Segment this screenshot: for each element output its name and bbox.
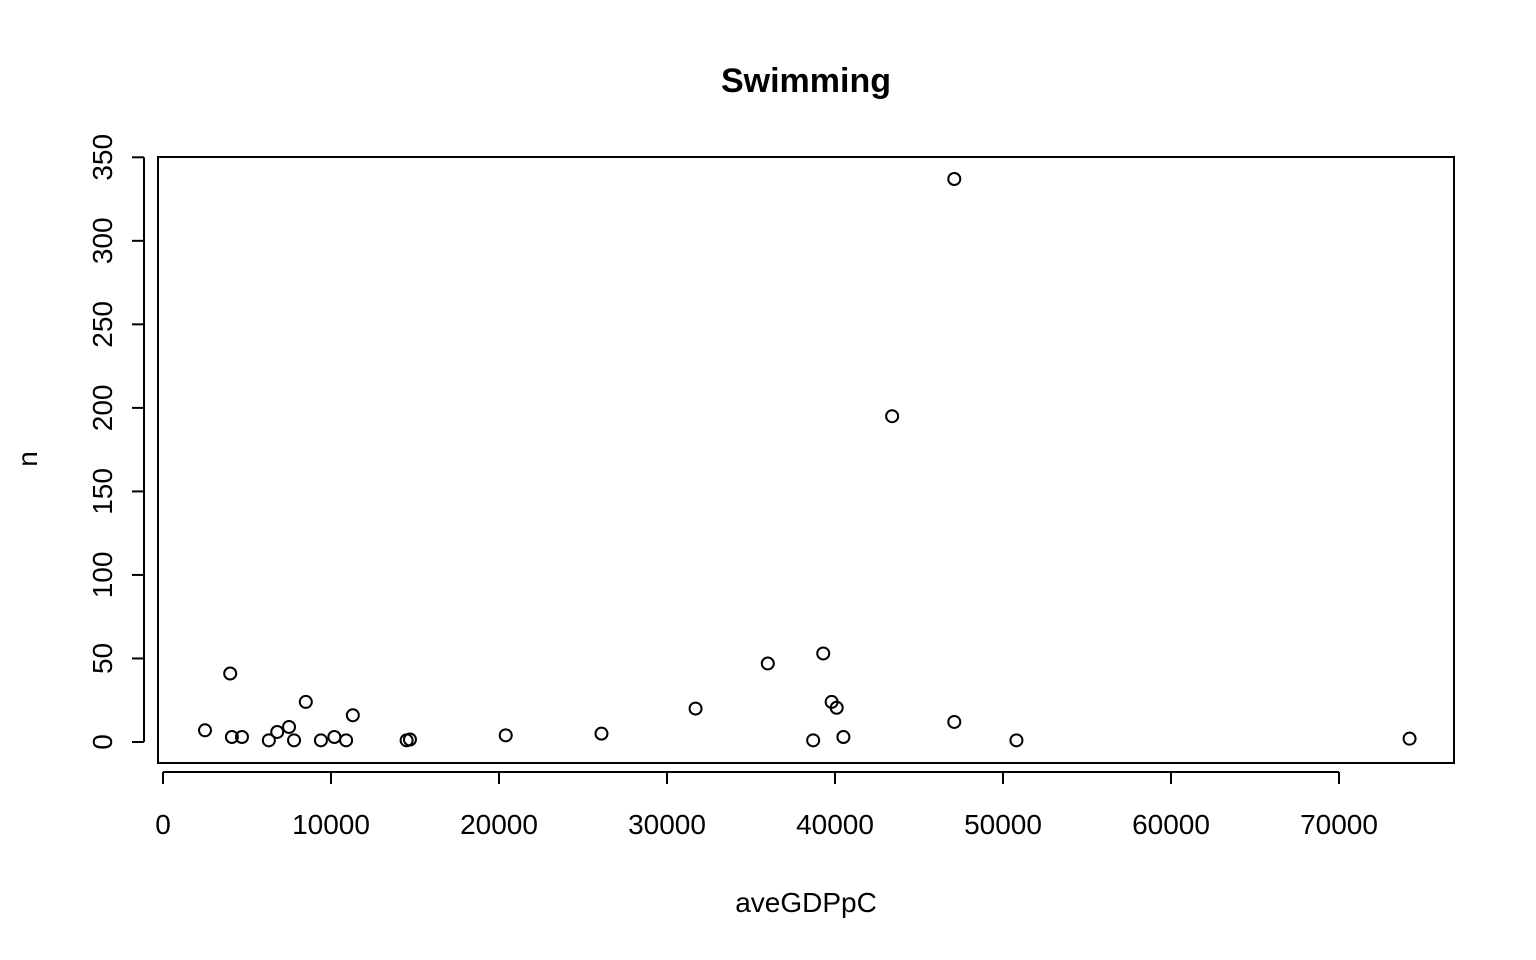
data-point (345, 708, 360, 723)
data-point (402, 732, 417, 747)
data-point (224, 729, 239, 744)
data-point (1402, 731, 1417, 746)
x-tick-label: 70000 (1300, 809, 1378, 840)
x-tick-label: 40000 (796, 809, 874, 840)
data-point (498, 728, 513, 743)
x-tick-label: 20000 (460, 809, 538, 840)
data-point (885, 409, 900, 424)
x-tick-label: 10000 (292, 809, 370, 840)
data-point (339, 733, 354, 748)
chart-title: Swimming (721, 62, 891, 100)
y-tick-label: 0 (87, 734, 118, 750)
x-tick-label: 30000 (628, 809, 706, 840)
y-tick-label: 150 (87, 468, 118, 515)
data-points (198, 172, 1417, 748)
y-tick-label: 50 (87, 643, 118, 674)
data-point (947, 714, 962, 729)
y-tick-label: 250 (87, 301, 118, 348)
y-axis: 0 50 100 150 200 250 300 350 (87, 134, 145, 750)
data-point (261, 733, 276, 748)
x-tick-label: 50000 (964, 809, 1042, 840)
data-point (760, 656, 775, 671)
y-tick-label: 200 (87, 385, 118, 432)
data-point (198, 723, 212, 738)
y-axis-title: n (12, 451, 43, 467)
y-tick-label: 100 (87, 552, 118, 599)
data-point (223, 666, 238, 681)
data-point (270, 724, 285, 739)
plot-area-frame (157, 156, 1455, 764)
data-point (594, 726, 609, 741)
x-axis-title: aveGDPpC (735, 887, 877, 918)
data-point (688, 701, 703, 716)
x-tick-label: 0 (155, 809, 171, 840)
y-tick-label: 350 (87, 134, 118, 181)
x-axis: 0 10000 20000 30000 40000 50000 60000 70000 (155, 771, 1378, 840)
data-point (1009, 733, 1024, 748)
y-tick-label: 300 (87, 217, 118, 264)
data-point (829, 700, 844, 715)
data-point (806, 733, 821, 748)
data-point (298, 694, 313, 709)
data-point (836, 729, 851, 744)
data-point (313, 733, 328, 748)
data-point (327, 729, 342, 744)
data-point (234, 729, 249, 744)
x-tick-label: 60000 (1132, 809, 1210, 840)
data-point (816, 646, 831, 661)
data-point (947, 172, 962, 187)
data-point (287, 733, 302, 748)
data-point (282, 719, 296, 734)
